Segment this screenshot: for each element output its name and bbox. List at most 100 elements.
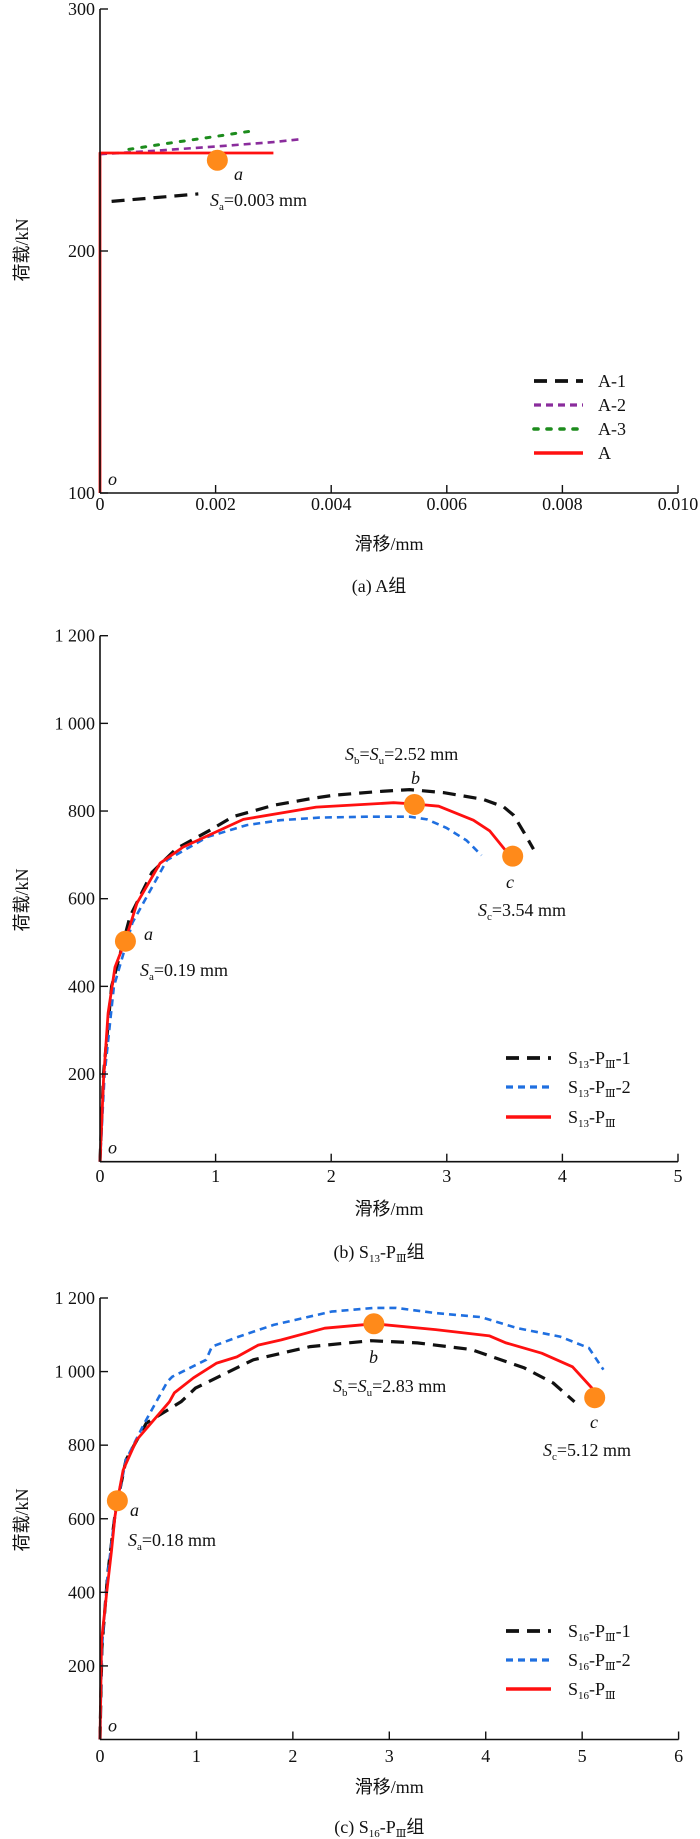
y-tick-label: 800 (68, 801, 95, 821)
caption-part: (c) S (334, 1817, 369, 1838)
y-tick-label: 400 (68, 976, 95, 996)
legend-label: S16-PⅢ-2 (568, 1650, 631, 1673)
marker-label: a (130, 1500, 139, 1520)
legend-part: S (568, 1077, 578, 1097)
annotation-part: S (370, 744, 379, 764)
x-tick-label: 5 (674, 1166, 683, 1186)
annotation-part: =0.19 mm (154, 960, 228, 980)
series-line (111, 192, 199, 203)
marker-label: b (369, 1347, 378, 1367)
y-axis-label: 荷载/kN (12, 1488, 32, 1551)
annotation-part: S (478, 900, 487, 920)
y-tick-label: 600 (68, 1509, 95, 1529)
legend-part: -P (589, 1650, 605, 1670)
legend-part: 16 (578, 1661, 590, 1673)
legend-part: S (568, 1107, 578, 1127)
legend-part: -P (589, 1077, 605, 1097)
y-tick-label: 400 (68, 1582, 95, 1602)
annotation-part: S (210, 190, 219, 210)
legend-part: 13 (578, 1059, 590, 1071)
annotation-part: =5.12 mm (557, 1440, 631, 1460)
series-line (98, 1306, 605, 1740)
annotation-part: S (345, 744, 354, 764)
y-tick-label: 600 (68, 889, 95, 909)
x-tick-label: 0.004 (311, 494, 352, 514)
chart-a: 0 0.002 0.004 0.006 0.008 0.010 100 200 300 o 滑移/m… (12, 0, 698, 597)
x-tick-label: 3 (442, 1166, 451, 1186)
annotation-part: =2.83 mm (372, 1376, 446, 1396)
legend-part: -1 (616, 1048, 631, 1068)
x-tick-label: 0 (96, 1166, 105, 1186)
x-tick-label: 0.006 (427, 494, 468, 514)
marker-label: c (590, 1412, 598, 1432)
chart-c: 0 1 2 3 4 5 6 200 400 600 800 1 000 1 200 o 滑移/mm 荷载/kN… (12, 1288, 683, 1839)
annotation-part: S (140, 960, 149, 980)
legend-part: S (568, 1048, 578, 1068)
legend-part: A (598, 443, 611, 463)
x-tick-label: 3 (385, 1746, 394, 1766)
annotation-part: c (487, 911, 492, 923)
annotation-part: S (543, 1440, 552, 1460)
series-line (127, 129, 252, 151)
y-tick-label: 200 (68, 1656, 95, 1676)
legend-label: S13-PⅢ-2 (568, 1077, 631, 1100)
caption-part: 组 (406, 1817, 424, 1837)
legend-part: Ⅲ (605, 1059, 616, 1071)
x-axis-label: 滑移/mm (354, 1199, 423, 1219)
marker-label: c (506, 872, 514, 892)
y-tick-label: 200 (68, 1064, 95, 1084)
series-line (98, 815, 483, 1162)
annotation-part: a (137, 1541, 142, 1553)
legend-label: A-3 (598, 419, 626, 439)
annotation-part: =0.18 mm (142, 1530, 216, 1550)
y-tick-label: 1 200 (55, 626, 96, 646)
legend-part: Ⅲ (605, 1118, 616, 1130)
x-tick-label: 2 (288, 1746, 297, 1766)
marker-annotation: Sb=Su=2.83 mm (333, 1376, 446, 1399)
x-tick-label: 2 (327, 1166, 336, 1186)
y-tick-label: 1 200 (55, 1288, 96, 1308)
marker-point-a (114, 930, 136, 952)
annotation-part: u (367, 1387, 373, 1399)
legend-part: S (568, 1650, 578, 1670)
y-tick-label: 800 (68, 1435, 95, 1455)
legend-part: -P (589, 1048, 605, 1068)
legend-part: 13 (578, 1118, 590, 1130)
annotation-part: = (348, 1376, 358, 1396)
y-axis-label: 荷载/kN (12, 218, 32, 281)
marker-point-c (584, 1387, 606, 1409)
y-tick-label: 100 (68, 483, 95, 503)
legend-part: -P (589, 1107, 605, 1127)
marker-annotation: Sb=Su=2.52 mm (345, 744, 458, 767)
legend-part: -P (589, 1621, 605, 1641)
annotation-part: u (379, 755, 385, 767)
annotation-part: = (360, 744, 370, 764)
chart-caption: (b) S13-PⅢ组 (333, 1242, 424, 1265)
caption-part: (a) A组 (352, 576, 406, 597)
y-tick-label: 1 000 (55, 1362, 96, 1382)
marker-point-a (106, 1490, 128, 1512)
origin-label: o (108, 1716, 117, 1736)
chart-caption: (a) A组 (352, 576, 406, 597)
chart-caption: (c) S16-PⅢ组 (334, 1817, 424, 1839)
legend-part: -2 (616, 1650, 631, 1670)
x-tick-label: 0.008 (542, 494, 583, 514)
caption-part: 组 (407, 1242, 425, 1262)
x-tick-label: 0.002 (195, 494, 236, 514)
x-tick-label: 1 (211, 1166, 220, 1186)
marker-point-b (363, 1313, 385, 1335)
y-tick-label: 300 (68, 0, 95, 19)
x-tick-label: 5 (578, 1746, 587, 1766)
annotation-part: =0.003 mm (224, 190, 307, 210)
caption-part: (b) S (333, 1242, 369, 1263)
legend-part: 13 (578, 1088, 590, 1100)
x-tick-label: 4 (481, 1746, 490, 1766)
annotation-part: b (342, 1387, 348, 1399)
legend-part: Ⅲ (605, 1690, 616, 1702)
x-tick-label: 6 (674, 1746, 683, 1766)
x-axis-label: 滑移/mm (355, 1777, 424, 1797)
annotation-part: =3.54 mm (492, 900, 566, 920)
caption-part: 16 (369, 1828, 381, 1839)
marker-annotation: Sc=3.54 mm (478, 900, 566, 923)
legend-part: Ⅲ (605, 1632, 616, 1644)
